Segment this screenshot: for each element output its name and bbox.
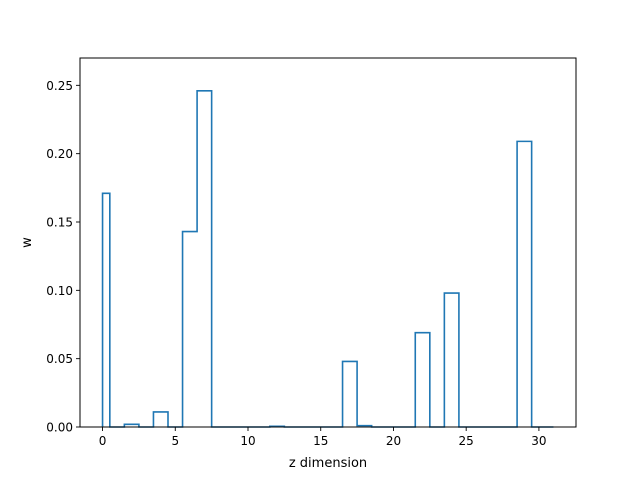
x-tick-label: 5 [171,434,179,448]
x-tick-label: 25 [459,434,474,448]
histogram-bin [103,193,110,427]
histogram-bin [517,141,532,427]
x-axis-label: z dimension [289,456,367,471]
histogram-bin [183,232,198,427]
histogram-bin [444,293,459,427]
x-tick-label: 15 [313,434,328,448]
y-tick-label: 0.10 [46,284,73,298]
x-tick-label: 30 [531,434,546,448]
histogram-outline [101,90,554,428]
histogram-bin [415,333,430,427]
x-tick-label: 20 [386,434,401,448]
axis-ticks: 0 5 10 15 20 25 30 0.00 0.05 0.10 0.15 0.20 0.25 [46,79,546,448]
y-tick-label: 0.05 [46,352,73,366]
histogram-bin [153,412,168,427]
x-tick-label: 0 [99,434,107,448]
histogram-bin [197,91,212,427]
y-tick-label: 0.00 [46,421,73,435]
plot-area [101,90,554,428]
x-tick-label: 10 [240,434,255,448]
axes-frame [79,57,577,428]
y-tick-label: 0.15 [46,216,73,230]
y-tick-label: 0.20 [46,147,73,161]
y-axis-label: w [20,237,35,248]
histogram-bin [343,361,358,427]
y-tick-label: 0.25 [46,79,73,93]
